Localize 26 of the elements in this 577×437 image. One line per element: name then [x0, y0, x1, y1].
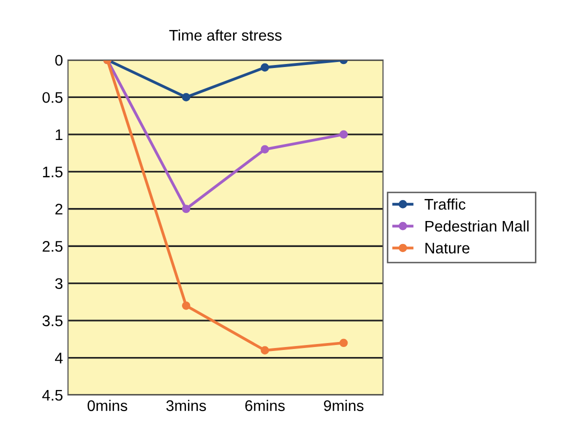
point	[339, 338, 348, 348]
y-tick-label: 1.5	[43, 166, 62, 178]
point	[182, 93, 190, 102]
y-tick-label: 0.5	[42, 92, 62, 103]
point	[339, 130, 348, 139]
y-tick-label: 1	[56, 129, 62, 140]
y-tick-label: 2.5	[42, 240, 62, 252]
point	[182, 302, 190, 310]
x-tick-label: 6mins	[245, 400, 285, 412]
legend-label: Pedestrian Mall	[426, 220, 529, 232]
point	[260, 346, 270, 354]
point	[260, 63, 270, 72]
legend-label: Nature	[426, 242, 470, 254]
y-tick-label: 4.5	[42, 390, 62, 401]
x-tick-label: 9mins	[324, 400, 364, 412]
x-tick-label: 3mins	[166, 400, 206, 412]
y-tick-label: 3	[55, 278, 62, 290]
x-tick-label: 0mins	[88, 400, 128, 412]
y-tick-label: 2	[55, 204, 62, 214]
chart-title: Time after stress	[169, 29, 282, 41]
y-tick-label: 3.5	[42, 315, 62, 326]
legend-label: Traffic	[424, 198, 466, 210]
point	[182, 204, 190, 214]
point	[260, 145, 270, 154]
y-tick-label: 4	[54, 352, 63, 364]
y-tick-label: 0	[55, 54, 63, 66]
